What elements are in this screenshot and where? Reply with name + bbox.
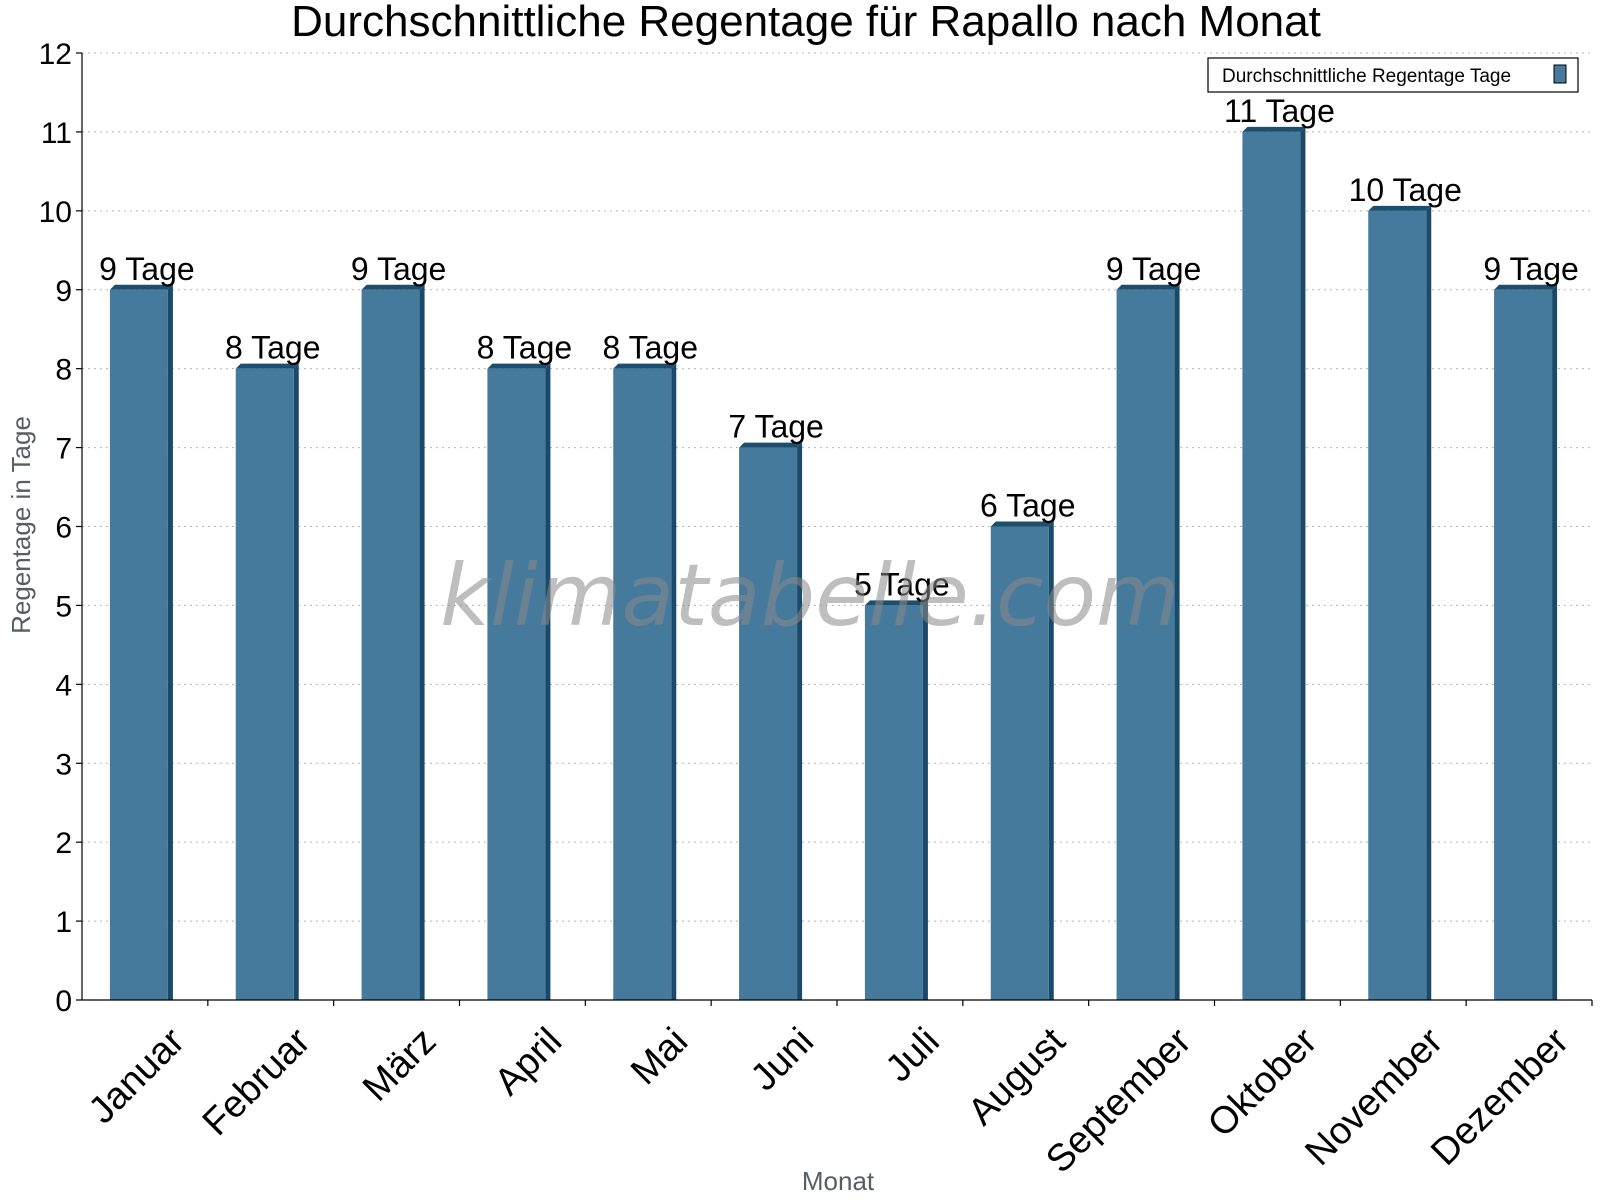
- y-tick-label-12: 12: [39, 38, 72, 71]
- x-tick-label-März: März: [355, 1020, 444, 1109]
- bar-August: [990, 526, 1049, 1000]
- bar-Januar: [109, 289, 168, 1000]
- bar-side-Juli: [922, 600, 928, 1000]
- y-tick-label-2: 2: [55, 827, 72, 860]
- x-tick-label-November: November: [1297, 1020, 1451, 1174]
- bar-top-Januar: [109, 284, 173, 290]
- bar-März: [361, 289, 420, 1000]
- y-tick-label-8: 8: [55, 354, 72, 387]
- bar-top-September: [1116, 284, 1180, 290]
- bar-top-Dezember: [1494, 284, 1558, 290]
- x-tick-label-Januar: Januar: [81, 1020, 193, 1132]
- bar-Juli: [864, 605, 923, 1000]
- bar-top-Februar: [235, 363, 299, 369]
- bar-top-Mai: [613, 363, 677, 369]
- x-tick-label-April: April: [487, 1020, 570, 1103]
- x-tick-label-Dezember: Dezember: [1423, 1020, 1577, 1174]
- data-label-November: 10 Tage: [1349, 172, 1462, 208]
- data-label-August: 6 Tage: [980, 488, 1076, 524]
- bar-top-Juli: [864, 600, 928, 606]
- data-label-Juni: 7 Tage: [728, 409, 824, 445]
- x-tick-label-Februar: Februar: [195, 1020, 319, 1144]
- y-tick-label-4: 4: [55, 669, 72, 702]
- data-label-Oktober: 11 Tage: [1224, 93, 1335, 129]
- data-label-Januar: 9 Tage: [99, 251, 195, 287]
- bar-side-Oktober: [1300, 126, 1306, 1000]
- bar-side-August: [1048, 521, 1054, 1000]
- legend-box: [1207, 57, 1579, 93]
- y-tick-label-1: 1: [55, 906, 72, 939]
- legend-swatch: [1553, 64, 1567, 84]
- y-tick-label-9: 9: [55, 275, 72, 308]
- y-tick-label-6: 6: [55, 512, 72, 545]
- data-label-September: 9 Tage: [1106, 251, 1202, 287]
- data-labels-group: 9 Tage 8 Tage 9 Tage 8 Tage 8 Tage 7 Tage 5 Ta…: [99, 93, 1579, 603]
- bar-Oktober: [1242, 131, 1301, 1000]
- data-label-März: 9 Tage: [351, 251, 447, 287]
- y-tick-label-10: 10: [39, 196, 72, 229]
- y-tick-label-0: 0: [55, 985, 72, 1018]
- x-tick-label-Mai: Mai: [623, 1020, 696, 1093]
- bar-top-August: [990, 521, 1054, 527]
- data-label-Februar: 8 Tage: [225, 330, 321, 366]
- data-label-April: 8 Tage: [477, 330, 573, 366]
- data-label-Dezember: 9 Tage: [1483, 251, 1579, 287]
- data-label-Mai: 8 Tage: [603, 330, 699, 366]
- bar-Dezember: [1494, 289, 1553, 1000]
- x-tick-label-Juli: Juli: [878, 1020, 948, 1090]
- data-label-Juli: 5 Tage: [854, 566, 950, 602]
- bar-side-Juni: [797, 442, 803, 1000]
- bar-side-April: [545, 363, 551, 1001]
- bar-top-Oktober: [1242, 126, 1306, 132]
- bars-group: [109, 126, 1558, 1001]
- bar-side-Februar: [293, 363, 299, 1001]
- bar-top-November: [1368, 205, 1432, 211]
- bar-side-November: [1426, 205, 1432, 1001]
- bar-side-Januar: [167, 284, 173, 1000]
- legend-label: Durchschnittliche Regentage Tage: [1222, 66, 1511, 87]
- chart-title: Durchschnittliche Regentage für Rapallo …: [291, 0, 1321, 46]
- y-tick-label-3: 3: [55, 748, 72, 781]
- bar-top-März: [361, 284, 425, 290]
- bar-November: [1368, 210, 1427, 1001]
- bar-side-Mai: [671, 363, 677, 1001]
- bar-Februar: [235, 368, 294, 1001]
- y-tick-label-7: 7: [55, 433, 72, 466]
- bar-Mai: [613, 368, 672, 1001]
- y-tick-label-11: 11: [41, 117, 72, 150]
- x-tick-label-Oktober: Oktober: [1200, 1020, 1326, 1146]
- x-tick-label-Juni: Juni: [743, 1020, 822, 1099]
- x-tick-label-August: August: [960, 1020, 1074, 1134]
- watermark: klimatabelle.com: [440, 546, 1180, 646]
- bar-top-April: [487, 363, 551, 369]
- bar-Juni: [739, 447, 798, 1000]
- bar-side-Dezember: [1552, 284, 1558, 1000]
- x-axis-label: Monat: [802, 1166, 875, 1196]
- legend: Durchschnittliche Regentage Tage: [1207, 57, 1579, 93]
- bar-April: [487, 368, 546, 1001]
- bar-top-Juni: [739, 442, 803, 448]
- y-tick-label-5: 5: [55, 590, 72, 623]
- bar-September: [1116, 289, 1175, 1000]
- bar-side-September: [1174, 284, 1180, 1000]
- y-axis-label: Regentage in Tage: [6, 416, 36, 634]
- bar-side-März: [419, 284, 425, 1000]
